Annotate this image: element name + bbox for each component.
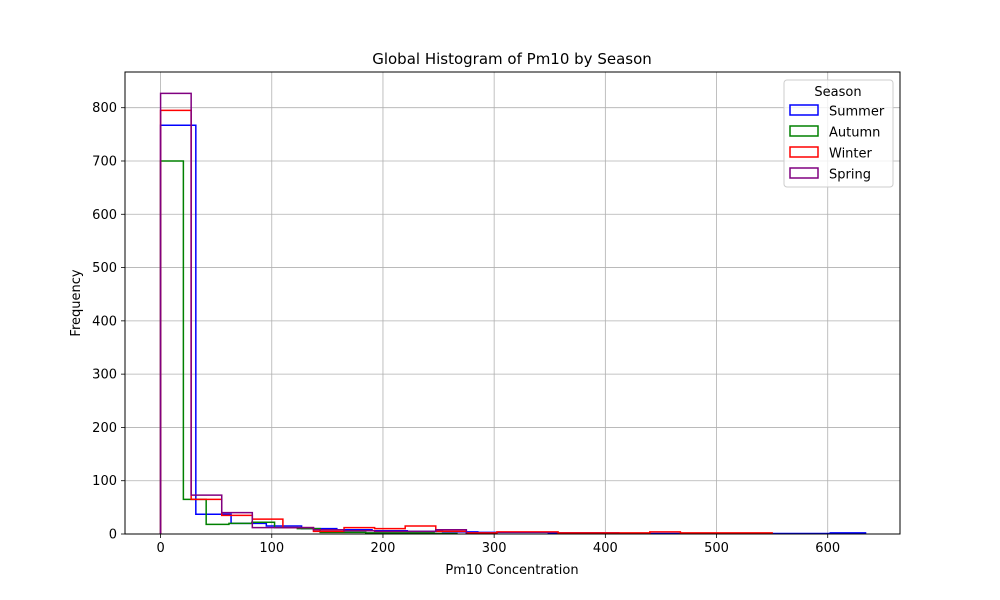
y-tick-label: 600 bbox=[92, 208, 117, 223]
x-tick-label: 200 bbox=[371, 541, 396, 556]
y-axis-ticks: 0 100 200 300 400 500 600 700 800 bbox=[92, 101, 125, 543]
histogram-series bbox=[159, 92, 867, 535]
series-spring-step bbox=[159, 92, 468, 534]
x-tick-label: 400 bbox=[593, 541, 618, 556]
legend-swatch-winter bbox=[789, 146, 819, 158]
y-tick-label: 500 bbox=[92, 261, 117, 276]
legend-label-autumn: Autumn bbox=[829, 126, 880, 141]
y-tick-label: 800 bbox=[92, 101, 117, 116]
x-axis-ticks: 0 100 200 300 400 500 600 bbox=[156, 534, 840, 556]
legend-swatch-spring bbox=[789, 167, 819, 179]
y-axis-label: Frequency bbox=[69, 269, 84, 336]
legend-items: Summer Autumn Winter Spring bbox=[789, 104, 885, 183]
x-tick-label: 500 bbox=[704, 541, 729, 556]
legend-label-summer: Summer bbox=[829, 105, 885, 120]
y-tick-label: 400 bbox=[92, 314, 117, 329]
legend-title: Season bbox=[814, 85, 861, 100]
chart-title: Global Histogram of Pm10 by Season bbox=[372, 50, 652, 68]
y-tick-label: 700 bbox=[92, 154, 117, 169]
x-tick-label: 300 bbox=[482, 541, 507, 556]
plot-area bbox=[125, 72, 900, 534]
plot-frame bbox=[124, 71, 901, 535]
x-tick-label: 0 bbox=[156, 541, 164, 556]
y-tick-label: 200 bbox=[92, 421, 117, 436]
legend: Season Summer Autumn Winter Spring bbox=[783, 79, 894, 188]
x-tick-label: 600 bbox=[815, 541, 840, 556]
legend-swatch-autumn bbox=[789, 125, 819, 137]
legend-label-winter: Winter bbox=[829, 147, 873, 162]
legend-swatch-summer bbox=[789, 104, 819, 116]
y-tick-label: 100 bbox=[92, 474, 117, 489]
x-tick-label: 100 bbox=[259, 541, 284, 556]
y-tick-label: 300 bbox=[92, 368, 117, 383]
legend-label-spring: Spring bbox=[829, 168, 871, 183]
legend-frame bbox=[783, 79, 894, 188]
x-axis-label: Pm10 Concentration bbox=[445, 563, 578, 578]
y-tick-label: 0 bbox=[109, 528, 117, 543]
